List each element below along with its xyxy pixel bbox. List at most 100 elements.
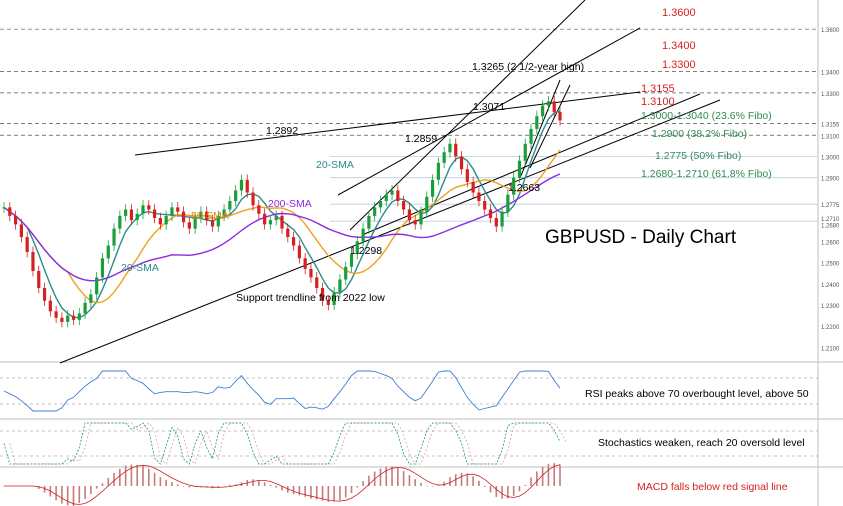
candle-body	[332, 292, 336, 305]
candle-body	[228, 201, 232, 210]
candle-body	[535, 116, 539, 129]
candle-body	[83, 302, 87, 314]
macd-bar	[107, 477, 110, 486]
price-axis-label: 1.2600	[821, 240, 840, 246]
macd-bar	[489, 486, 492, 493]
candle-body	[234, 190, 238, 202]
macd-bar	[147, 468, 150, 486]
candle-body	[407, 209, 412, 221]
candle-body	[373, 207, 377, 216]
macd-bar	[37, 486, 40, 490]
macd-bar	[263, 482, 266, 486]
macd-bar	[507, 486, 509, 499]
macd-bar	[408, 475, 411, 486]
macd-bar	[182, 486, 185, 487]
macd-bar	[113, 473, 115, 486]
candle-body	[523, 143, 527, 161]
price-axis-label: 1.2710	[821, 217, 840, 223]
macd-bar	[84, 486, 86, 499]
price-axis-label: 1.3300	[821, 92, 840, 98]
rsi-panel	[0, 370, 818, 412]
macd-bar	[402, 471, 405, 486]
candle-body	[378, 201, 383, 208]
macd-bar	[159, 477, 162, 486]
candle-body	[402, 201, 406, 210]
annotation-1-2892: 1.2892	[266, 125, 298, 137]
macd-bar	[90, 486, 92, 495]
candle-body	[541, 105, 545, 117]
candle-body	[494, 218, 498, 227]
macd-bar	[43, 486, 46, 493]
annotation-1-3071: 1.3071	[473, 101, 505, 113]
annotation-1-2663: 1.2663	[508, 182, 540, 194]
trendlines	[59, 0, 721, 364]
candle-body	[500, 211, 504, 227]
macd-bar	[391, 466, 393, 486]
macd-bar	[217, 486, 220, 488]
price-axis-label: 1.2775	[821, 203, 840, 209]
stochastics-panel	[0, 422, 818, 465]
candle-body	[77, 313, 81, 320]
sma20-label-left: 20-SMA	[121, 262, 159, 274]
macd-bar	[165, 479, 167, 486]
macd-bar	[472, 476, 474, 486]
stoch-k-line	[3, 422, 561, 465]
macd-bar	[425, 485, 428, 487]
price-axis: 1.3600 1.3400 1.3300 1.3155 1.3100 1.3000 1.29…	[821, 28, 840, 352]
candle-body	[465, 169, 469, 182]
candle-body	[263, 213, 267, 225]
candle-body	[459, 156, 464, 170]
price-axis-label: 1.2100	[821, 346, 840, 352]
candle-body	[442, 152, 446, 163]
candle-body	[181, 211, 186, 223]
rsi-line	[3, 370, 561, 412]
macd-bar	[95, 486, 98, 489]
candle-body	[89, 294, 93, 303]
candle-body	[454, 143, 458, 157]
candle-body	[430, 179, 435, 197]
macd-bar	[176, 484, 179, 486]
macd-bar	[281, 486, 283, 491]
macd-bar	[275, 486, 278, 488]
level-label-1-3600: 1.3600	[662, 7, 696, 19]
macd-bar	[553, 463, 556, 486]
macd-bar	[344, 486, 347, 498]
macd-bar	[101, 483, 104, 486]
macd-signal-line	[4, 464, 561, 505]
macd-bar	[420, 482, 422, 486]
candle-body	[37, 271, 41, 288]
level-label-1-3155: 1.3155	[641, 83, 675, 95]
fibo-label-50: 1.2775 (50% Fibo)	[655, 150, 741, 162]
candle-body	[477, 192, 481, 202]
macd-bar	[368, 475, 370, 486]
candle-body	[309, 268, 313, 278]
candle-body	[158, 218, 162, 225]
price-axis-label: 1.3100	[821, 134, 840, 140]
candle-body	[54, 311, 58, 318]
candle-body	[367, 215, 371, 229]
candle-body	[239, 179, 244, 191]
candle-body	[448, 143, 452, 153]
macd-bar	[130, 464, 133, 486]
candle-body	[170, 207, 174, 216]
level-label-1-3100: 1.3100	[641, 96, 675, 108]
macd-bar	[559, 464, 561, 486]
candle-body	[135, 213, 139, 221]
candle-body	[419, 211, 423, 225]
candle-body	[297, 245, 301, 259]
macd-bar	[414, 479, 417, 486]
macd-bar	[136, 465, 139, 486]
candle-body	[8, 207, 12, 216]
sma50-label: 50-SMA	[191, 210, 229, 222]
candle-body	[106, 245, 110, 259]
candle-body	[361, 228, 365, 242]
candle-body	[129, 209, 134, 221]
level-label-1-3400: 1.3400	[662, 40, 696, 52]
candles	[2, 96, 562, 328]
macd-bar	[512, 486, 515, 496]
macd-bar	[339, 486, 341, 501]
annotations: GBPUSD - Daily Chart 1.3600 1.3400 1.330…	[121, 7, 809, 493]
macd-bar	[356, 486, 359, 488]
macd-bar	[350, 486, 353, 494]
